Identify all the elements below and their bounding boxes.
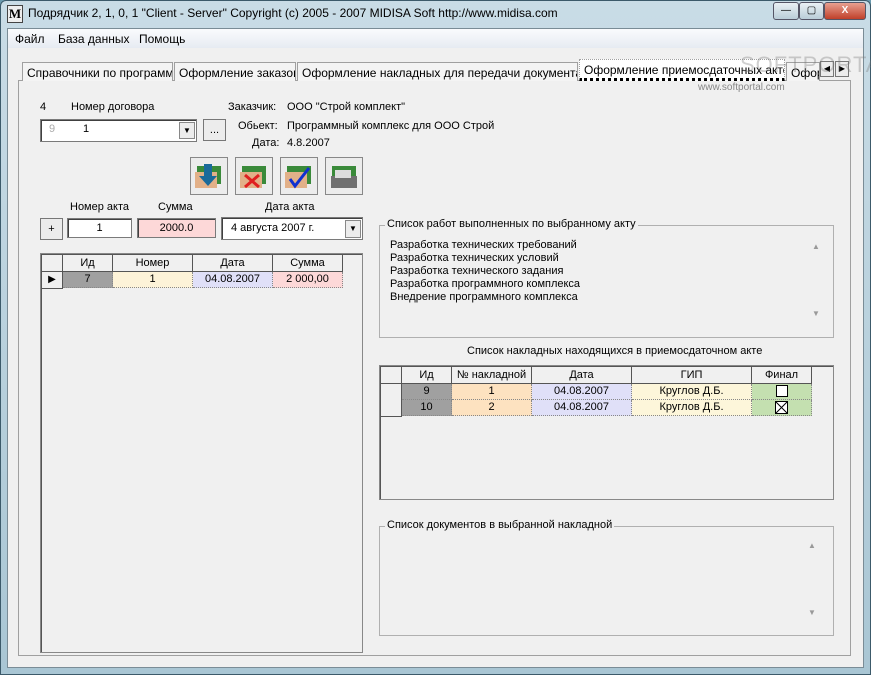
chevron-down-icon[interactable]: ▼ [179, 122, 195, 139]
documents-title: Список документов в выбранной накладной [385, 519, 615, 531]
documents-scrollbar[interactable]: ▲ ▼ [808, 541, 816, 617]
list-item[interactable]: Разработка программного комплекса [390, 278, 581, 290]
tab-orders[interactable]: Оформление заказов [174, 62, 296, 81]
cell-gip[interactable]: Круглов Д.Б. [632, 384, 752, 400]
customer-label: Заказчик: [228, 101, 277, 113]
act-number-label: Номер акта [70, 201, 130, 213]
import-button[interactable] [190, 157, 228, 195]
list-item[interactable]: Разработка технического задания [390, 265, 564, 277]
cell-date[interactable]: 04.08.2007 [193, 272, 273, 288]
col-header[interactable]: Ид [402, 367, 452, 384]
date-value: 4.8.2007 [287, 137, 330, 149]
chevron-down-icon[interactable]: ▼ [345, 220, 361, 238]
works-group: Разработка технических требований Разраб… [379, 225, 834, 338]
list-item[interactable]: Внедрение программного комплекса [390, 291, 578, 303]
delete-icon [240, 166, 266, 189]
contract-combo-id: 9 [49, 123, 56, 135]
import-icon [195, 164, 221, 188]
object-label: Обьект: [238, 120, 278, 132]
menu-database[interactable]: База данных [58, 32, 130, 46]
col-header[interactable]: Сумма [273, 255, 343, 272]
add-act-button[interactable]: + [40, 218, 63, 240]
list-item[interactable]: Разработка технических условий [390, 252, 559, 264]
cell-invoice-number[interactable]: 1 [452, 384, 532, 400]
cell-id[interactable]: 7 [63, 272, 113, 288]
works-list: Разработка технических требований Разраб… [390, 239, 580, 304]
watermark-url: www.softportal.com [698, 82, 785, 93]
menu-file[interactable]: Файл [15, 32, 45, 46]
cell-id[interactable]: 10 [402, 400, 452, 416]
tab-acceptance-acts[interactable]: Оформление приемосдаточных актов [579, 59, 785, 81]
watermark-logo: SOFTPORTAL [740, 52, 871, 77]
row-indicator [381, 384, 402, 401]
act-number-input[interactable]: 1 [67, 218, 132, 238]
list-item[interactable]: Разработка технических требований [390, 239, 577, 251]
customer-value: ООО "Строй комплект" [287, 101, 406, 113]
cell-final[interactable] [752, 384, 812, 400]
col-header[interactable]: Финал [752, 367, 812, 384]
col-header[interactable]: ГИП [632, 367, 752, 384]
col-header[interactable]: № накладной [452, 367, 532, 384]
cell-sum[interactable]: 2 000,00 [273, 272, 343, 288]
act-date-label: Дата акта [265, 201, 315, 213]
act-sum-input[interactable]: 2000.0 [137, 218, 216, 238]
current-row-arrow-icon: ▶ [42, 272, 63, 289]
col-header[interactable]: Номер [113, 255, 193, 272]
act-date-value: 4 августа 2007 г. [231, 222, 315, 234]
close-button[interactable]: X [824, 2, 866, 20]
contract-combo-value: 1 [83, 123, 90, 135]
cell-gip[interactable]: Круглов Д.Б. [632, 400, 752, 416]
works-title: Список работ выполненных по выбранному а… [385, 218, 638, 230]
cell-id[interactable]: 9 [402, 384, 452, 400]
date-label: Дата: [252, 137, 280, 149]
cell-number[interactable]: 1 [113, 272, 193, 288]
act-sum-label: Сумма [158, 201, 193, 213]
final-checkbox-unchecked[interactable] [775, 385, 788, 397]
menu-help[interactable]: Помощь [139, 32, 186, 46]
confirm-button[interactable] [280, 157, 318, 195]
tab-scroll-left[interactable]: ◀ [820, 61, 834, 77]
contract-id: 4 [40, 101, 47, 113]
menu-bar: Файл База данных Помощь [8, 29, 863, 48]
invoices-title: Список накладных находящихся в приемосда… [467, 345, 763, 357]
act-date-picker[interactable]: 4 августа 2007 г. ▼ [221, 217, 363, 240]
row-indicator-header [42, 255, 63, 272]
print-icon [331, 166, 357, 188]
col-header[interactable]: Ид [63, 255, 113, 272]
works-scrollbar[interactable]: ▲ ▼ [812, 242, 820, 318]
maximize-button[interactable]: ▢ [799, 2, 824, 20]
confirm-icon [285, 166, 311, 189]
contract-number-label: Номер договора [71, 101, 155, 113]
object-value: Программный комплекс для ООО Строй [287, 120, 495, 132]
cell-invoice-number[interactable]: 2 [452, 400, 532, 416]
col-header[interactable]: Дата [532, 367, 632, 384]
contract-combo[interactable]: 9 1 ▼ [40, 119, 197, 142]
acts-table: Ид Номер Дата Сумма ▶ 7 1 04.08.2007 2 0… [40, 253, 363, 653]
row-indicator-header [381, 367, 402, 384]
cell-final[interactable] [752, 400, 812, 416]
tab-scroll-right[interactable]: ▶ [835, 61, 849, 77]
cell-date[interactable]: 04.08.2007 [532, 384, 632, 400]
window-title: Подрядчик 2, 1, 0, 1 "Client - Server" C… [28, 6, 558, 20]
print-button[interactable] [325, 157, 363, 195]
minimize-button[interactable]: — [773, 2, 799, 20]
tab-more[interactable]: Офор [786, 62, 820, 81]
browse-contract-button[interactable]: ... [203, 119, 226, 141]
col-header[interactable]: Дата [193, 255, 273, 272]
delete-button[interactable] [235, 157, 273, 195]
final-checkbox-checked[interactable] [775, 401, 788, 414]
documents-group: ▲ ▼ [379, 526, 834, 636]
cell-date[interactable]: 04.08.2007 [532, 400, 632, 416]
tab-invoices[interactable]: Оформление накладных для передачи докуме… [297, 62, 578, 81]
row-indicator [381, 400, 402, 417]
tab-references[interactable]: Справочники по программе [22, 62, 173, 81]
app-icon: M [7, 5, 23, 23]
invoices-table: Ид № накладной Дата ГИП Финал 9 1 04.08.… [379, 365, 834, 500]
